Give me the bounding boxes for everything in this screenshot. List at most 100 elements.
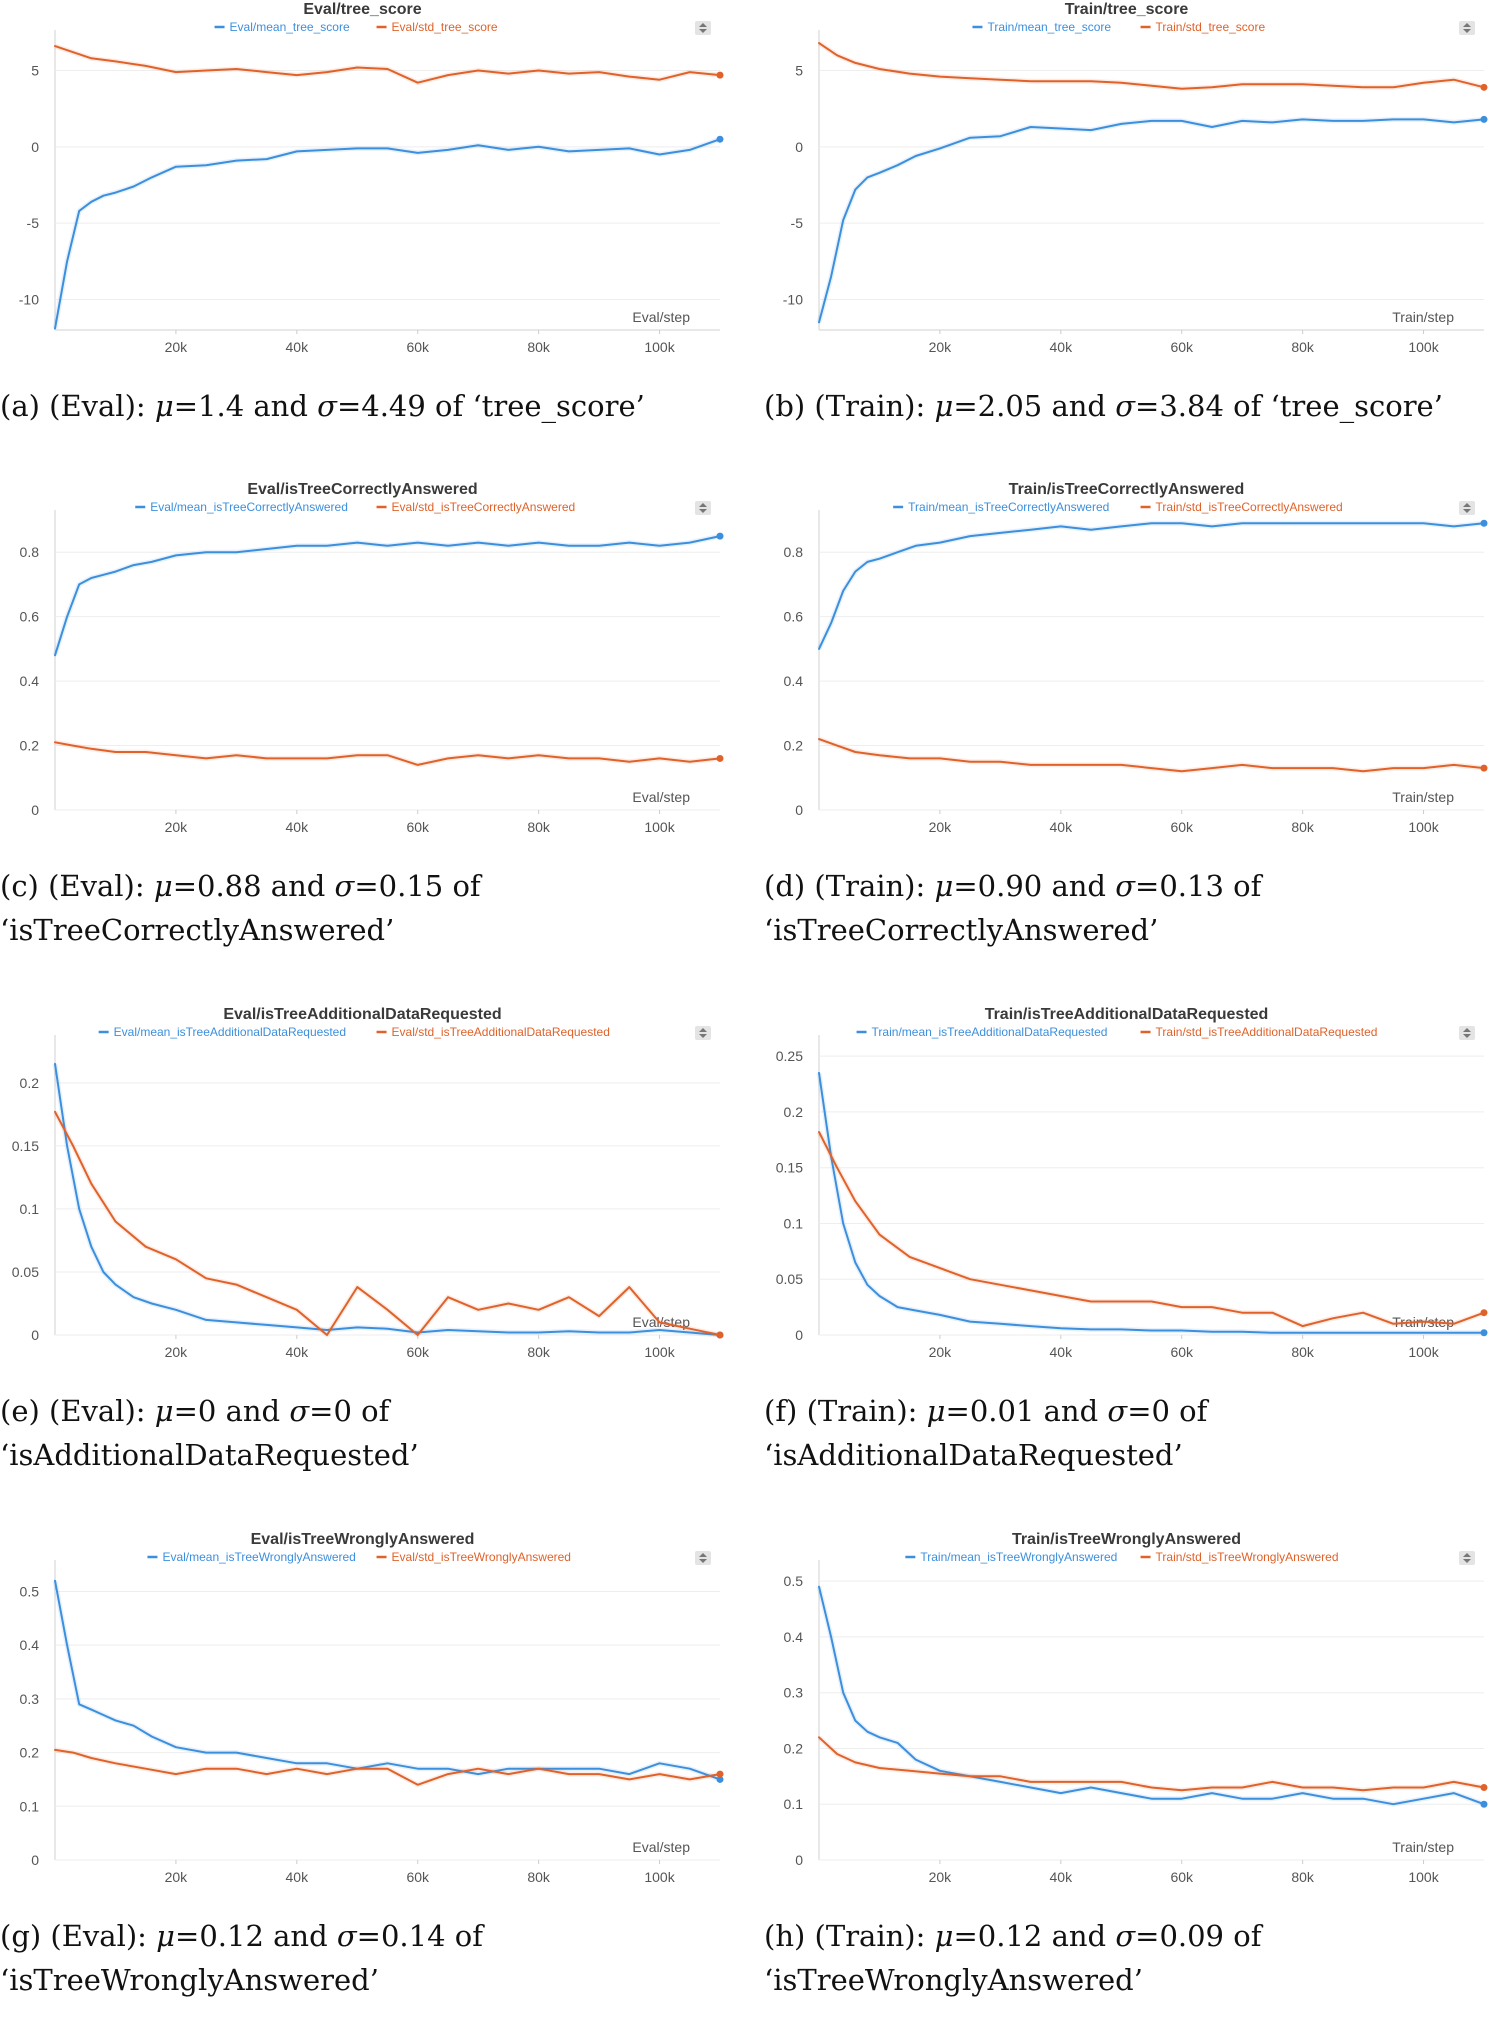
y-tick-label: 0 xyxy=(795,139,803,155)
caption-eq: = xyxy=(336,389,362,423)
x-tick-label: 60k xyxy=(1170,339,1194,355)
caption-sigma-value: 3.84 xyxy=(1159,389,1224,423)
legend-entry: Train/std_isTreeWronglyAnswered xyxy=(1156,1550,1339,1564)
series-raw-trace xyxy=(52,533,721,657)
caption-sigma-value: 0.09 xyxy=(1159,1919,1225,1953)
chart-title: Train/isTreeAdditionalDataRequested xyxy=(985,1006,1269,1023)
caption-sigma-symbol: σ xyxy=(1115,389,1136,423)
series-raw-trace xyxy=(54,1747,721,1788)
caption-eq: = xyxy=(1135,389,1160,423)
caption-and: and xyxy=(1051,869,1106,903)
x-tick-label: 100k xyxy=(1408,1869,1439,1885)
y-tick-label: 0.2 xyxy=(20,738,40,754)
series-endpoint xyxy=(716,532,724,540)
y-tick-label: 0.4 xyxy=(20,1637,40,1653)
x-tick-label: 60k xyxy=(406,339,430,355)
legend-toggle-icon[interactable] xyxy=(1459,1551,1475,1565)
x-axis-label: Eval/step xyxy=(632,309,690,325)
y-tick-label: -10 xyxy=(19,291,39,307)
caption-eq: = xyxy=(1135,1919,1160,1953)
subfigure-caption: (a) (Eval): μ=1.4 and σ=4.49 of ‘tree_sc… xyxy=(0,384,735,428)
series-line xyxy=(54,45,721,84)
caption-metric: ‘isAdditionalDataRequested’ xyxy=(764,1438,1183,1472)
series-endpoint xyxy=(1480,1784,1488,1791)
legend-entry: Eval/std_tree_score xyxy=(392,20,498,34)
y-tick-label: 0.3 xyxy=(784,1685,804,1701)
series-line xyxy=(818,1131,1485,1328)
caption-eq: = xyxy=(953,389,978,423)
x-tick-label: 40k xyxy=(1050,1869,1074,1885)
chart-panel: Eval/isTreeCorrectlyAnswered Eval/mean_is… xyxy=(0,480,735,980)
caption-letter: (g) xyxy=(0,1919,42,1953)
legend-entry: Eval/std_isTreeAdditionalDataRequested xyxy=(392,1025,610,1039)
chart-svg: Eval/isTreeAdditionalDataRequested Eval/m… xyxy=(12,1006,724,1360)
y-tick-label: 0.4 xyxy=(784,1629,804,1645)
chart-title: Eval/isTreeWronglyAnswered xyxy=(251,1531,475,1548)
caption-metric: ‘isAdditionalDataRequested’ xyxy=(0,1438,419,1472)
legend-entry: Eval/std_isTreeCorrectlyAnswered xyxy=(392,500,576,514)
legend-entry: Train/std_tree_score xyxy=(1156,20,1266,34)
x-tick-label: 20k xyxy=(929,1344,953,1360)
caption-mu-value: 1.4 xyxy=(198,389,245,423)
x-tick-label: 40k xyxy=(286,1344,310,1360)
x-tick-label: 20k xyxy=(929,1869,953,1885)
y-tick-label: 0.4 xyxy=(784,673,804,689)
y-tick-label: 0.2 xyxy=(20,1745,40,1761)
caption-letter: (b) xyxy=(764,389,806,423)
chart-svg: Eval/isTreeCorrectlyAnswered Eval/mean_is… xyxy=(20,481,724,835)
caption-and: and xyxy=(1043,1394,1099,1428)
caption-eq: = xyxy=(945,1394,970,1428)
series-endpoint xyxy=(716,1775,724,1783)
y-tick-label: 0 xyxy=(31,1852,39,1868)
caption-split: (Eval): xyxy=(49,1394,146,1428)
x-tick-label: 20k xyxy=(165,339,189,355)
y-tick-label: 0.6 xyxy=(20,609,40,625)
legend-toggle-icon[interactable] xyxy=(1459,21,1475,35)
caption-letter: (h) xyxy=(764,1919,806,1953)
x-tick-label: 100k xyxy=(644,819,675,835)
y-tick-label: 0.05 xyxy=(12,1264,39,1280)
legend-toggle-icon[interactable] xyxy=(695,501,711,515)
caption-split: (Train): xyxy=(806,1394,918,1428)
y-tick-label: 0.05 xyxy=(776,1271,803,1287)
caption-split: (Train): xyxy=(814,389,926,423)
x-tick-label: 80k xyxy=(527,1344,551,1360)
series-endpoint xyxy=(716,71,724,79)
series-raw-trace xyxy=(816,1130,1485,1329)
caption-split: (Eval): xyxy=(49,389,146,423)
y-tick-label: 0.6 xyxy=(784,609,804,625)
caption-metric: ‘tree_score’ xyxy=(472,389,645,423)
caption-metric: ‘isTreeCorrectlyAnswered’ xyxy=(764,913,1159,947)
caption-eq: = xyxy=(1135,869,1160,903)
subfigure-caption: (d) (Train): μ=0.90 and σ=0.13 of ‘isTre… xyxy=(764,864,1499,952)
caption-metric: ‘tree_score’ xyxy=(1270,389,1443,423)
series-line xyxy=(54,138,721,330)
caption-mu-value: 0.01 xyxy=(969,1394,1035,1428)
x-tick-label: 60k xyxy=(406,1344,430,1360)
chart-panel: Eval/isTreeWronglyAnswered Eval/mean_isTr… xyxy=(0,1530,735,2030)
legend-toggle-icon[interactable] xyxy=(695,1551,711,1565)
legend-entry: Train/mean_isTreeWronglyAnswered xyxy=(920,1550,1117,1564)
legend-toggle-icon[interactable] xyxy=(695,1026,711,1040)
legend-entry: Train/std_isTreeAdditionalDataRequested xyxy=(1156,1025,1378,1039)
x-tick-label: 60k xyxy=(1170,819,1194,835)
caption-of: of xyxy=(454,1919,483,1953)
caption-and: and xyxy=(225,1394,281,1428)
series-line xyxy=(54,535,721,657)
y-tick-label: -10 xyxy=(783,291,803,307)
legend-toggle-icon[interactable] xyxy=(695,21,711,35)
legend-toggle-icon[interactable] xyxy=(1459,501,1475,515)
x-tick-label: 80k xyxy=(1291,819,1315,835)
chart-title: Train/tree_score xyxy=(1065,1,1189,18)
x-tick-label: 80k xyxy=(1291,339,1315,355)
x-tick-label: 40k xyxy=(1050,819,1074,835)
caption-mu-value: 2.05 xyxy=(977,389,1043,423)
legend-toggle-icon[interactable] xyxy=(1459,1026,1475,1040)
series-raw-trace xyxy=(818,736,1485,774)
y-tick-label: 0.25 xyxy=(776,1048,803,1064)
y-tick-label: 0.1 xyxy=(20,1201,40,1217)
legend-entry: Eval/std_isTreeWronglyAnswered xyxy=(392,1550,571,1564)
caption-and: and xyxy=(270,869,326,903)
legend-entry: Eval/mean_isTreeCorrectlyAnswered xyxy=(150,500,348,514)
x-tick-label: 60k xyxy=(1170,1869,1194,1885)
